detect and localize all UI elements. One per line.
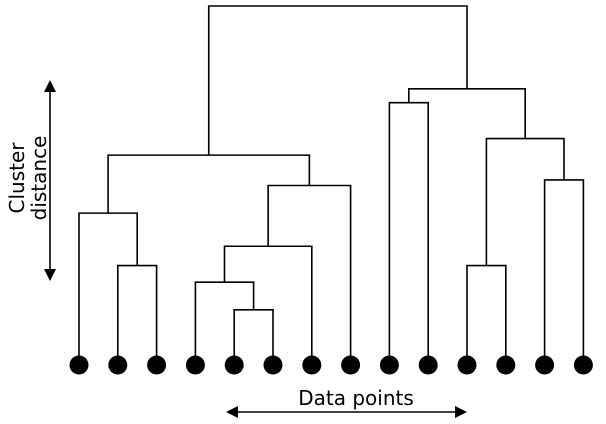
data-point-9 (379, 355, 399, 375)
data-point-3 (147, 355, 167, 375)
arrow-head-left-icon (226, 406, 238, 418)
merge-link-m6 (267, 184, 352, 365)
arrow-head-up-icon (44, 80, 56, 92)
merge-link-m4 (194, 281, 255, 365)
x-axis-label: Data points (298, 386, 414, 410)
data-points-axis: Data points (226, 386, 467, 418)
merge-link-m3 (233, 308, 274, 365)
merge-link-m1 (117, 264, 158, 365)
data-point-8 (341, 355, 361, 375)
arrow-head-right-icon (455, 406, 467, 418)
merge-link-m8 (388, 101, 429, 365)
data-point-13 (535, 355, 555, 375)
data-points (69, 355, 593, 375)
data-point-5 (224, 355, 244, 375)
arrow-head-down-icon (44, 269, 56, 281)
merge-link-m2 (78, 212, 138, 365)
merge-link-m13 (207, 5, 468, 156)
merge-link-m10 (543, 179, 585, 365)
data-point-1 (69, 355, 89, 375)
data-point-10 (418, 355, 438, 375)
cluster-distance-axis: Cluster distance (5, 80, 56, 281)
data-point-14 (573, 355, 593, 375)
merge-link-m9 (466, 264, 507, 365)
data-point-6 (263, 355, 283, 375)
merge-link-m11 (485, 137, 565, 266)
y-axis-label-line-1: Cluster (5, 142, 29, 214)
merge-link-m5 (223, 245, 313, 365)
data-point-7 (302, 355, 322, 375)
merge-link-m7 (107, 154, 311, 214)
merge-link-m12 (408, 88, 526, 139)
data-point-2 (108, 355, 128, 375)
data-point-4 (185, 355, 205, 375)
data-point-12 (496, 355, 516, 375)
y-axis-label-line-2: distance (27, 136, 51, 221)
data-point-11 (457, 355, 477, 375)
dendrogram-links (78, 5, 585, 365)
